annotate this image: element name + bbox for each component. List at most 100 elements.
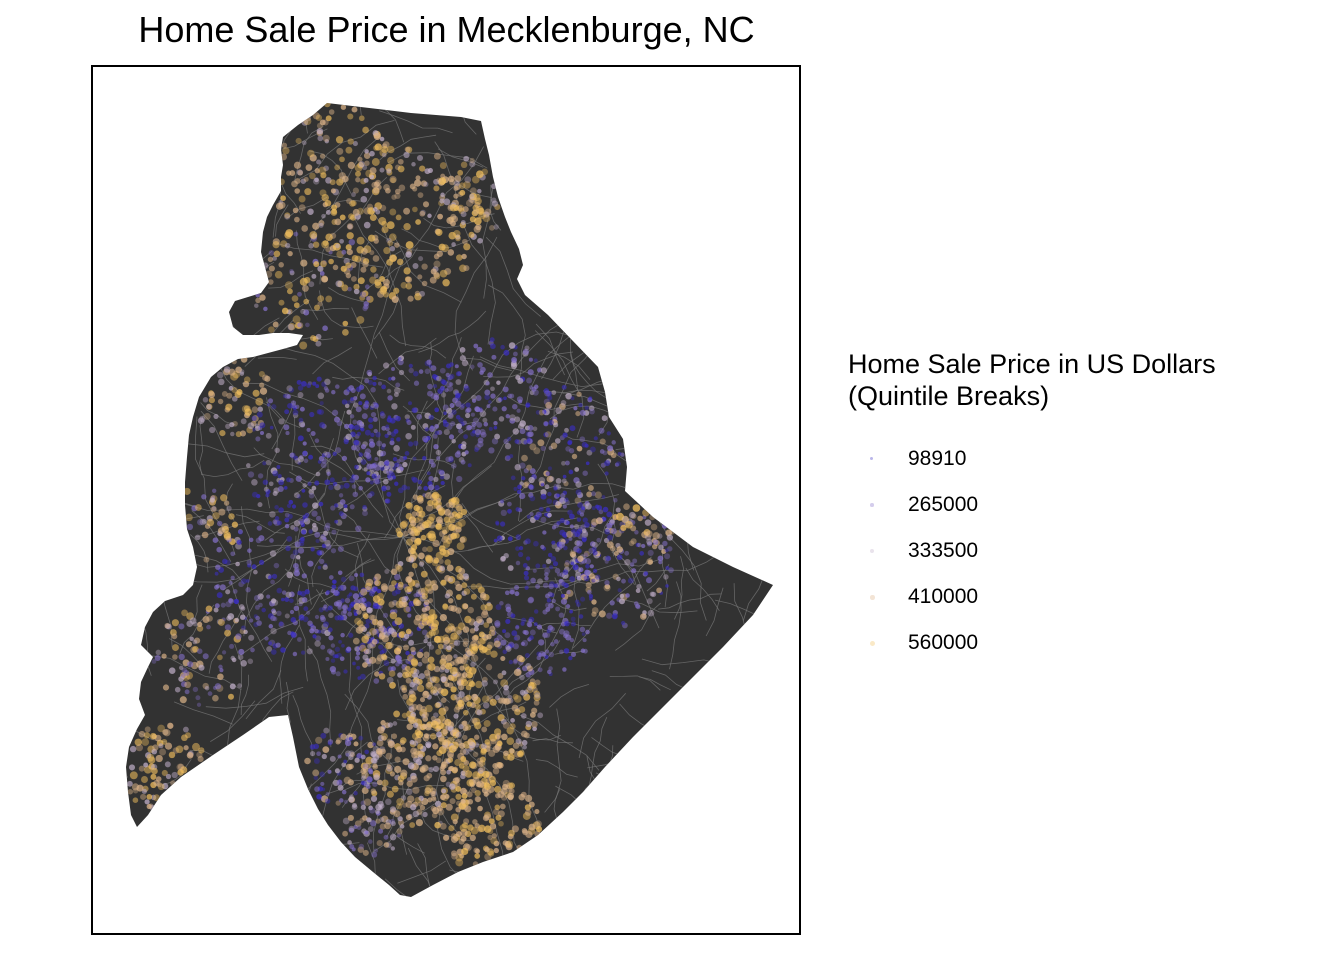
- sale-point: [363, 152, 371, 159]
- sale-point: [591, 491, 596, 497]
- sale-point: [401, 687, 408, 694]
- sale-point: [265, 489, 271, 495]
- sale-point: [553, 422, 559, 428]
- sale-point: [501, 406, 507, 412]
- sale-point: [301, 381, 307, 387]
- sale-point: [287, 250, 293, 257]
- sale-point: [436, 375, 442, 382]
- road-line: [296, 584, 308, 682]
- sale-point: [507, 536, 513, 542]
- sale-point: [549, 626, 555, 632]
- sale-point: [285, 229, 294, 238]
- sale-point: [289, 270, 295, 276]
- sale-point: [458, 763, 465, 769]
- sale-point: [300, 308, 306, 315]
- sale-point: [408, 441, 414, 447]
- sale-point: [207, 691, 213, 696]
- sale-point: [315, 333, 322, 340]
- sale-point: [472, 204, 479, 212]
- sale-point: [387, 395, 393, 401]
- sale-point: [467, 798, 474, 805]
- sale-point: [350, 261, 357, 269]
- sale-point: [444, 520, 452, 528]
- sale-point: [455, 371, 461, 377]
- sale-point: [189, 617, 197, 625]
- sale-point: [561, 384, 567, 390]
- sale-point: [319, 558, 325, 565]
- sale-point: [579, 512, 585, 517]
- sale-point: [439, 766, 445, 772]
- sale-point: [230, 551, 236, 557]
- sale-point: [456, 254, 463, 261]
- sale-point: [434, 485, 440, 491]
- sale-point: [532, 426, 538, 432]
- sale-point: [454, 781, 461, 788]
- sale-point: [323, 165, 329, 172]
- sale-point: [231, 359, 237, 365]
- sale-point: [526, 377, 533, 384]
- sale-point: [495, 521, 500, 526]
- sale-point: [167, 722, 174, 729]
- road-line: [552, 600, 587, 611]
- sale-point: [150, 794, 157, 801]
- sale-point: [297, 435, 304, 442]
- sale-point: [348, 239, 355, 246]
- sale-point: [362, 849, 369, 856]
- sale-point: [475, 680, 483, 689]
- sale-point: [509, 393, 515, 399]
- sale-point: [455, 235, 461, 242]
- sale-point: [143, 762, 149, 768]
- sale-point: [353, 424, 360, 431]
- sale-point: [358, 624, 366, 632]
- sale-point: [448, 577, 454, 583]
- sale-point: [286, 288, 293, 295]
- sale-point: [303, 176, 309, 182]
- road-line: [357, 176, 388, 221]
- sale-point: [390, 568, 398, 576]
- sale-point: [467, 739, 474, 746]
- sale-point: [195, 695, 201, 701]
- sale-point: [644, 519, 652, 526]
- sale-point: [425, 755, 432, 762]
- sale-point: [351, 192, 356, 198]
- sale-point: [493, 847, 499, 854]
- sale-point: [354, 572, 359, 578]
- sale-point: [575, 489, 582, 496]
- sale-point: [394, 242, 400, 248]
- sale-point: [563, 633, 568, 639]
- sale-point: [373, 181, 380, 188]
- sale-point: [394, 481, 399, 487]
- sale-point: [459, 748, 467, 755]
- sale-point: [438, 530, 446, 538]
- sale-point: [393, 445, 400, 452]
- sale-point: [372, 255, 380, 262]
- sale-point: [446, 645, 452, 651]
- sale-point: [398, 660, 403, 665]
- sale-point: [562, 667, 567, 672]
- sale-point: [563, 480, 569, 487]
- sale-point: [374, 456, 379, 462]
- sale-point: [347, 138, 354, 145]
- sale-point: [427, 167, 433, 173]
- sale-point: [335, 243, 340, 249]
- sale-point: [383, 660, 390, 667]
- sale-point: [393, 647, 402, 655]
- sale-point: [419, 765, 427, 774]
- sale-point: [368, 590, 375, 597]
- sale-point: [442, 729, 448, 735]
- sale-point: [415, 614, 422, 621]
- sale-point: [456, 629, 463, 636]
- sale-point: [422, 716, 429, 722]
- sale-point: [370, 266, 377, 273]
- sale-point: [551, 540, 556, 545]
- road-line: [669, 581, 682, 670]
- sale-point: [245, 579, 250, 583]
- sale-point: [439, 822, 447, 830]
- sale-point: [310, 547, 315, 552]
- sale-point: [576, 540, 583, 547]
- sale-point: [555, 606, 561, 612]
- sale-point: [645, 530, 653, 538]
- sale-point: [585, 629, 590, 635]
- sale-point: [549, 565, 554, 570]
- sale-point: [508, 642, 515, 649]
